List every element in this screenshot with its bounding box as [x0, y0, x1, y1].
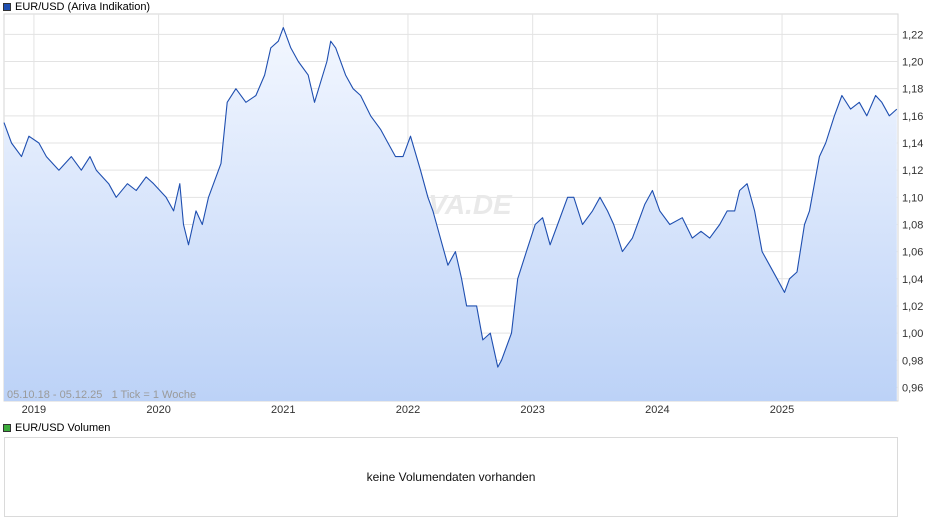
price-legend-label: EUR/USD (Ariva Indikation) [15, 1, 151, 13]
x-tick-label: 2023 [520, 404, 544, 416]
x-tick-label: 2024 [645, 404, 669, 416]
volume-panel: keine Volumendaten vorhanden [4, 437, 898, 517]
x-tick-label: 2025 [770, 404, 794, 416]
volume-legend: EUR/USD Volumen [3, 422, 110, 434]
x-tick-label: 2022 [396, 404, 420, 416]
y-tick-label: 1,20 [902, 57, 923, 69]
x-tick-label: 2020 [146, 404, 170, 416]
date-range-note: 05.10.18 - 05.12.25 1 Tick = 1 Woche [7, 389, 196, 401]
series-line-eur-usd [3, 27, 898, 368]
volume-empty-message: keine Volumendaten vorhanden [366, 470, 536, 484]
volume-legend-swatch [3, 424, 11, 432]
y-tick-label: 1,04 [902, 274, 923, 286]
series-area-fill [4, 27, 897, 401]
y-tick-label: 1,06 [902, 247, 923, 259]
x-tick-label: 2021 [271, 404, 295, 416]
y-tick-label: 1,02 [902, 301, 923, 313]
y-tick-label: 1,10 [902, 192, 923, 204]
y-tick-label: 1,00 [902, 328, 923, 340]
y-tick-label: 0,96 [902, 382, 923, 394]
y-tick-label: 1,12 [902, 165, 923, 177]
price-legend-swatch [3, 3, 11, 11]
x-axis-ticks: 2019 2020 2021 2022 2023 2024 2025 [22, 404, 795, 416]
y-tick-label: 1,22 [902, 29, 923, 41]
price-legend: EUR/USD (Ariva Indikation) [3, 1, 150, 13]
y-tick-label: 1,18 [902, 84, 923, 96]
y-axis-ticks: 1,22 1,20 1,18 1,16 1,14 1,12 1,10 1,08 1,06 1,04… [902, 29, 923, 394]
y-tick-label: 1,14 [902, 138, 923, 150]
y-tick-label: 0,98 [902, 355, 923, 367]
y-tick-label: 1,16 [902, 111, 923, 123]
volume-legend-label: EUR/USD Volumen [15, 422, 111, 434]
series-area [3, 27, 898, 401]
x-tick-label: 2019 [22, 404, 46, 416]
y-tick-label: 1,08 [902, 219, 923, 231]
